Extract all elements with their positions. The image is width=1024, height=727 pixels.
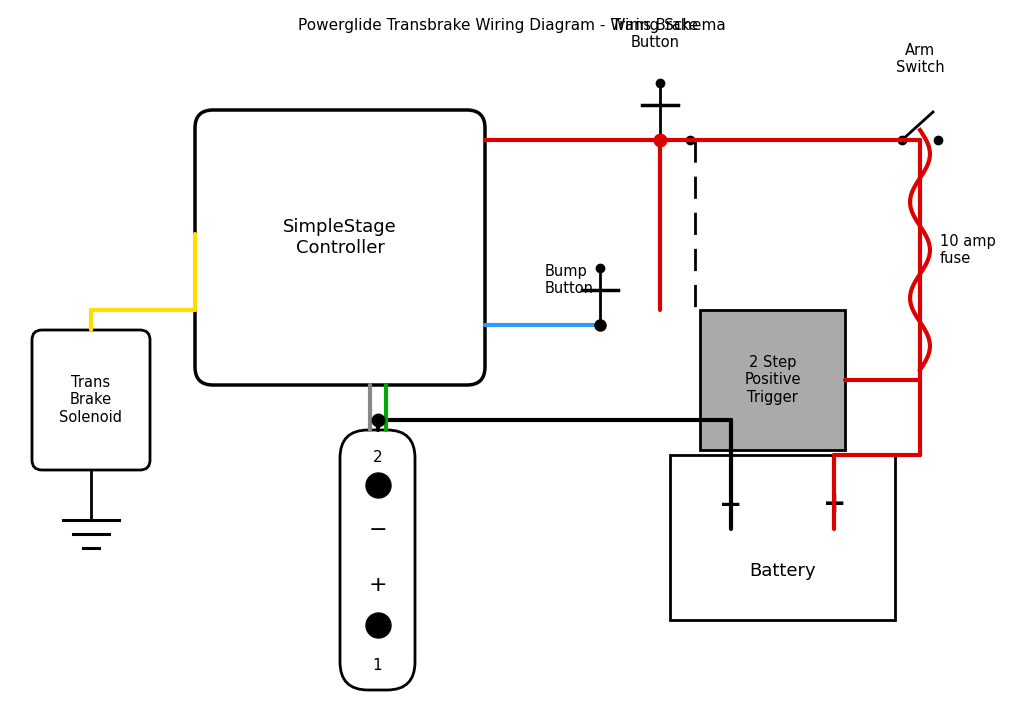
Text: Battery: Battery — [750, 561, 816, 579]
Text: Trans Brake
Button: Trans Brake Button — [612, 17, 698, 50]
Text: +: + — [369, 575, 387, 595]
Bar — [670, 455, 895, 620]
Text: Powerglide Transbrake Wiring Diagram - Wiring Schema: Powerglide Transbrake Wiring Diagram - W… — [298, 18, 726, 33]
FancyBboxPatch shape — [32, 330, 150, 470]
Text: 2 Step
Positive
Trigger: 2 Step Positive Trigger — [744, 355, 801, 405]
FancyBboxPatch shape — [340, 430, 415, 690]
Text: 2: 2 — [373, 451, 382, 465]
Text: −: − — [719, 491, 742, 518]
FancyBboxPatch shape — [195, 110, 485, 385]
Text: −: − — [369, 520, 387, 540]
Text: Bump
Button: Bump Button — [545, 264, 594, 296]
Text: Trans
Brake
Solenoid: Trans Brake Solenoid — [59, 375, 123, 425]
Text: Arm
Switch: Arm Switch — [896, 43, 944, 75]
Text: 10 amp
fuse: 10 amp fuse — [940, 234, 995, 266]
Text: +: + — [822, 491, 846, 518]
Bar — [700, 310, 845, 450]
Text: SimpleStage
Controller: SimpleStage Controller — [283, 218, 397, 257]
Text: 1: 1 — [373, 657, 382, 672]
